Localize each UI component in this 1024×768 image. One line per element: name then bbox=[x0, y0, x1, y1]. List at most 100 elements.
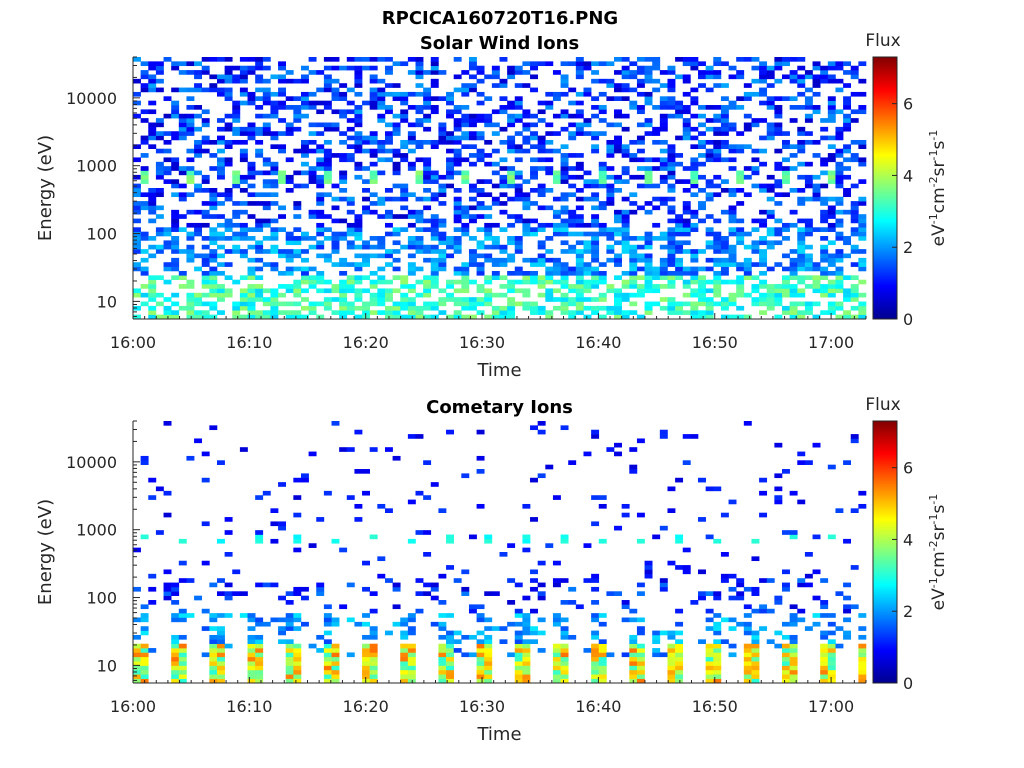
heatmap-cell bbox=[789, 643, 798, 649]
heatmap-cell bbox=[858, 201, 867, 206]
heatmap-cell bbox=[224, 262, 233, 267]
heatmap-cell bbox=[835, 301, 844, 307]
heatmap-cell bbox=[835, 275, 844, 280]
heatmap-cell bbox=[484, 153, 493, 158]
heatmap-cell bbox=[675, 621, 684, 627]
heatmap-cell bbox=[300, 91, 309, 97]
heatmap-cell bbox=[255, 170, 264, 176]
heatmap-cell bbox=[614, 70, 622, 75]
heatmap-cell bbox=[782, 305, 790, 311]
heatmap-cell bbox=[850, 249, 859, 254]
heatmap-cell bbox=[270, 292, 279, 298]
heatmap-cell bbox=[621, 153, 630, 158]
heatmap-cell bbox=[552, 96, 561, 101]
heatmap-cell bbox=[232, 74, 241, 80]
heatmap-cell bbox=[804, 96, 813, 101]
heatmap-cell bbox=[247, 100, 256, 106]
heatmap-cell bbox=[774, 201, 783, 206]
heatmap-cell bbox=[476, 652, 485, 658]
heatmap-cell bbox=[728, 652, 737, 658]
heatmap-cell bbox=[560, 643, 569, 649]
heatmap-cell bbox=[339, 447, 348, 452]
heatmap-cell bbox=[698, 113, 706, 119]
heatmap-cell bbox=[530, 639, 538, 644]
heatmap-cell bbox=[621, 503, 630, 509]
heatmap-cell bbox=[316, 87, 325, 93]
heatmap-cell bbox=[224, 595, 233, 601]
heatmap-cell bbox=[270, 521, 279, 527]
heatmap-cell bbox=[216, 678, 225, 684]
heatmap-cell bbox=[797, 196, 806, 202]
heatmap-cell bbox=[751, 630, 760, 636]
heatmap-cell bbox=[323, 621, 332, 627]
heatmap-cell bbox=[644, 78, 653, 84]
heatmap-cell bbox=[583, 262, 592, 267]
heatmap-cell bbox=[484, 301, 493, 307]
heatmap-cell bbox=[797, 148, 806, 154]
heatmap-cell bbox=[369, 634, 378, 640]
heatmap-cell bbox=[698, 477, 706, 483]
heatmap-cell bbox=[820, 600, 829, 605]
heatmap-cell bbox=[552, 113, 561, 119]
heatmap-cell bbox=[629, 275, 638, 280]
heatmap-cell bbox=[652, 652, 661, 658]
heatmap-cell bbox=[713, 284, 722, 289]
heatmap-cell bbox=[316, 240, 325, 246]
heatmap-cell bbox=[308, 131, 317, 136]
heatmap-cell bbox=[476, 604, 485, 610]
heatmap-cell bbox=[636, 91, 645, 97]
heatmap-cell bbox=[255, 582, 264, 588]
heatmap-cell bbox=[392, 249, 401, 254]
heatmap-cell bbox=[407, 266, 416, 272]
heatmap-cell bbox=[468, 301, 477, 307]
heatmap-cell bbox=[285, 188, 294, 193]
panel-title: Cometary Ions bbox=[426, 397, 573, 418]
heatmap-cell bbox=[140, 192, 149, 198]
heatmap-cell bbox=[446, 648, 454, 653]
heatmap-cell bbox=[369, 656, 378, 662]
heatmap-cell bbox=[232, 214, 241, 219]
heatmap-cell bbox=[629, 174, 638, 180]
heatmap-cell bbox=[690, 161, 699, 167]
heatmap-cell bbox=[270, 262, 279, 267]
heatmap-cell bbox=[636, 244, 645, 250]
heatmap-cell bbox=[545, 91, 554, 97]
heatmap-cell bbox=[369, 209, 378, 215]
heatmap-cell bbox=[384, 135, 393, 141]
heatmap-cell bbox=[255, 244, 264, 250]
heatmap-cell bbox=[537, 617, 546, 623]
heatmap-cell bbox=[148, 648, 157, 653]
heatmap-cell bbox=[820, 78, 829, 84]
heatmap-cell bbox=[766, 96, 775, 101]
heatmap-cell bbox=[377, 214, 386, 219]
heatmap-cell bbox=[346, 118, 355, 123]
heatmap-cell bbox=[850, 201, 859, 206]
heatmap-cell bbox=[545, 205, 554, 211]
heatmap-cell bbox=[232, 236, 241, 241]
heatmap-cell bbox=[713, 192, 722, 198]
heatmap-cell bbox=[499, 305, 508, 311]
heatmap-cell bbox=[209, 257, 218, 263]
heatmap-cell bbox=[285, 240, 294, 246]
heatmap-cell bbox=[789, 166, 798, 171]
heatmap-cell bbox=[774, 113, 783, 119]
heatmap-cell bbox=[362, 262, 370, 267]
heatmap-cell bbox=[552, 179, 561, 184]
heatmap-cell bbox=[140, 179, 149, 184]
heatmap-cell bbox=[675, 161, 684, 167]
heatmap-cell bbox=[690, 301, 699, 307]
heatmap-cell bbox=[300, 473, 309, 479]
heatmap-cell bbox=[499, 83, 508, 88]
heatmap-cell bbox=[308, 174, 317, 180]
heatmap-cell bbox=[812, 314, 821, 320]
heatmap-cell bbox=[575, 231, 584, 237]
heatmap-cell bbox=[239, 231, 248, 237]
heatmap-cell bbox=[507, 105, 516, 110]
heatmap-cell bbox=[446, 279, 454, 285]
heatmap-cell bbox=[552, 174, 561, 180]
heatmap-cell bbox=[789, 621, 798, 627]
heatmap-cell bbox=[530, 135, 538, 141]
heatmap-cell bbox=[255, 148, 264, 154]
heatmap-cell bbox=[430, 595, 439, 601]
heatmap-cell bbox=[782, 166, 790, 171]
